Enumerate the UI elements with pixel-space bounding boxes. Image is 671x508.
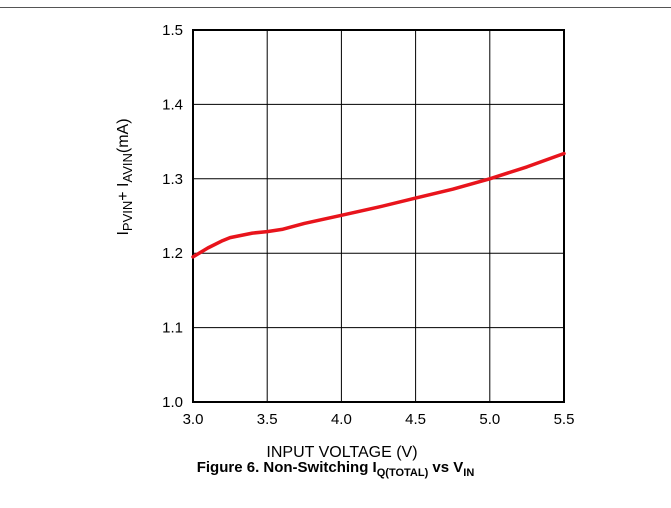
y-label-sub2: AVIN: [120, 153, 135, 182]
x-tick-label: 5.0: [479, 411, 500, 428]
caption-sub-iq: Q(TOTAL): [376, 467, 429, 479]
caption-mid: vs V: [428, 459, 464, 476]
x-tick-label: 3.5: [257, 411, 278, 428]
y-tick-label: 1.2: [162, 245, 183, 262]
y-tick-labels: 1.0 1.1 1.2 1.3 1.4 1.5: [162, 22, 183, 411]
series-layer: [191, 151, 566, 259]
y-label-i2: I: [115, 183, 132, 187]
y-tick-label: 1.5: [162, 22, 183, 39]
y-label-unit: (mA): [115, 118, 132, 153]
plot-frame: [192, 29, 565, 403]
y-label-i1: I: [115, 231, 132, 235]
caption-sub-vin: IN: [463, 467, 475, 479]
x-tick-labels: 3.0 3.5 4.0 4.5 5.0 5.5: [183, 411, 575, 428]
series-line: [191, 151, 566, 259]
y-axis-label: IPVIN+ IAVIN(mA): [115, 118, 135, 235]
y-tick-label: 1.4: [162, 96, 183, 113]
grid: [192, 29, 565, 403]
y-tick-label: 1.1: [162, 320, 183, 337]
x-axis-label: INPUT VOLTAGE (V): [266, 444, 417, 461]
top-rule: [0, 7, 671, 8]
y-label-plus: +: [115, 187, 132, 201]
y-label-sub1: PVIN: [120, 201, 135, 231]
figure-caption: Figure 6. Non-Switching IQ(TOTAL) vs VIN: [0, 459, 671, 479]
caption-prefix: Figure 6. Non-Switching I: [196, 459, 377, 476]
x-tick-label: 4.0: [331, 411, 352, 428]
y-tick-label: 1.3: [162, 171, 183, 188]
y-tick-label: 1.0: [162, 394, 183, 411]
x-tick-label: 5.5: [554, 411, 575, 428]
x-tick-label: 3.0: [183, 411, 204, 428]
x-tick-label: 4.5: [405, 411, 426, 428]
